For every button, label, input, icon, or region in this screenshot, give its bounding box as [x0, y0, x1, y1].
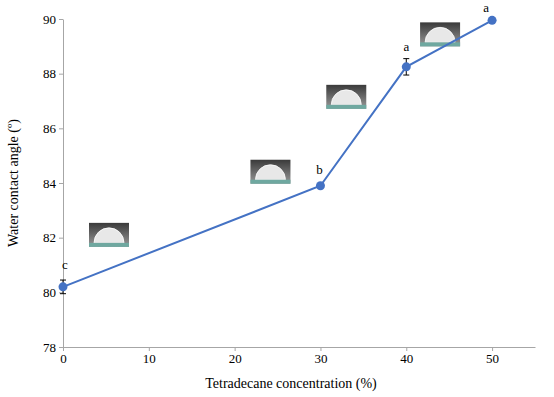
tick: 88 — [43, 66, 63, 81]
droplet — [425, 27, 455, 42]
y-axis-title: Water contact angle (º) — [6, 119, 22, 247]
photo-substrate — [420, 42, 460, 46]
data-point — [59, 282, 68, 291]
tick-label: 90 — [43, 12, 56, 27]
data-point — [402, 62, 411, 71]
error-cap — [60, 280, 66, 281]
tick-mark — [59, 347, 63, 348]
tick-label: 40 — [400, 351, 413, 366]
droplet-photo — [420, 22, 460, 46]
tick-label: 0 — [60, 351, 67, 366]
tick-mark — [59, 128, 63, 129]
tick-mark — [59, 292, 63, 293]
photo-substrate — [250, 180, 290, 184]
tick-label: 84 — [43, 176, 57, 191]
tick: 0 — [60, 347, 67, 366]
tick-label: 88 — [43, 66, 56, 81]
droplet-photo — [250, 160, 290, 184]
axis-line — [63, 20, 64, 348]
droplet — [255, 165, 285, 180]
tick-mark — [59, 183, 63, 184]
tick-label: 80 — [43, 285, 56, 300]
tick: 82 — [43, 230, 63, 245]
tick-label: 10 — [143, 351, 156, 366]
data-point — [488, 16, 497, 25]
y-axis: 78 80 82 84 86 88 90 — [43, 12, 64, 355]
tick: 90 — [43, 12, 63, 27]
tick: 50 — [486, 347, 499, 366]
photo-background — [420, 22, 460, 46]
axis-line — [64, 347, 536, 348]
x-axis-title: Tetradecane concentration (%) — [205, 376, 377, 392]
droplet — [94, 228, 124, 243]
annotations: c b a a — [62, 0, 489, 272]
plot: 0 10 20 30 40 50 78 80 82 84 86 88 90 c b a a — [43, 0, 536, 366]
tick-label: 78 — [43, 340, 56, 355]
data-line — [63, 20, 492, 287]
droplet-photo — [326, 85, 366, 109]
marks — [59, 16, 497, 294]
photo-substrate — [326, 105, 366, 109]
photo-background — [326, 85, 366, 109]
tick: 40 — [400, 347, 413, 366]
tick-mark — [59, 238, 63, 239]
chart: 0 10 20 30 40 50 78 80 82 84 86 88 90 c b a a Tetradecane… — [0, 0, 554, 397]
tick: 78 — [43, 340, 63, 355]
tick-label: 50 — [486, 351, 499, 366]
data-point — [316, 181, 325, 190]
droplet — [331, 90, 361, 105]
tick-mark — [59, 19, 63, 20]
tick: 20 — [229, 347, 242, 366]
error-cap — [403, 58, 409, 59]
annotation: c — [62, 257, 68, 272]
annotation: a — [403, 39, 409, 54]
tick: 84 — [43, 176, 63, 191]
droplet-photo — [89, 223, 129, 247]
tick: 86 — [43, 121, 63, 136]
photo-background — [89, 223, 129, 247]
droplet-photos — [89, 22, 460, 247]
photo-substrate — [89, 243, 129, 247]
error-cap — [403, 75, 409, 76]
tick-label: 82 — [43, 230, 56, 245]
annotation: a — [483, 0, 489, 15]
tick-label: 30 — [314, 351, 327, 366]
x-axis: 0 10 20 30 40 50 — [60, 347, 535, 366]
tick-label: 86 — [43, 121, 57, 136]
tick: 30 — [314, 347, 327, 366]
photo-background — [250, 160, 290, 184]
tick: 10 — [143, 347, 156, 366]
tick-mark — [59, 74, 63, 75]
error-cap — [60, 293, 66, 294]
annotation: b — [316, 162, 323, 177]
tick-label: 20 — [229, 351, 242, 366]
